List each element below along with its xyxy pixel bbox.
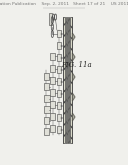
Bar bbox=[44, 83, 49, 90]
Text: Patent Application Publication    Sep. 2, 2011   Sheet 17 of 21    US 2011/02144: Patent Application Publication Sep. 2, 2… bbox=[0, 2, 128, 6]
Bar bbox=[57, 54, 61, 61]
Bar bbox=[57, 126, 61, 133]
Bar bbox=[65, 17, 66, 143]
Bar bbox=[63, 17, 65, 143]
Bar bbox=[50, 53, 55, 60]
Bar bbox=[50, 101, 55, 108]
Bar bbox=[57, 66, 61, 73]
Bar bbox=[57, 42, 61, 49]
Bar bbox=[44, 95, 50, 102]
Bar bbox=[44, 117, 49, 124]
Bar bbox=[57, 102, 61, 109]
Bar bbox=[57, 78, 61, 85]
Bar bbox=[50, 77, 55, 84]
Polygon shape bbox=[72, 33, 75, 41]
Bar bbox=[67, 17, 68, 143]
Bar bbox=[66, 17, 67, 143]
Bar bbox=[50, 89, 55, 96]
Bar bbox=[50, 113, 55, 120]
Bar bbox=[70, 17, 72, 143]
Bar bbox=[44, 73, 49, 80]
Bar bbox=[50, 65, 55, 72]
Polygon shape bbox=[72, 113, 75, 121]
Bar bbox=[50, 125, 55, 132]
Polygon shape bbox=[72, 53, 75, 61]
Bar bbox=[49, 13, 52, 25]
Bar bbox=[44, 128, 49, 135]
Bar bbox=[57, 114, 61, 121]
Text: FIG. 11a: FIG. 11a bbox=[62, 61, 92, 69]
Polygon shape bbox=[72, 73, 75, 81]
Bar bbox=[68, 17, 70, 143]
Bar bbox=[57, 90, 61, 97]
Bar bbox=[44, 106, 50, 113]
Bar bbox=[57, 30, 61, 37]
Polygon shape bbox=[72, 93, 75, 101]
